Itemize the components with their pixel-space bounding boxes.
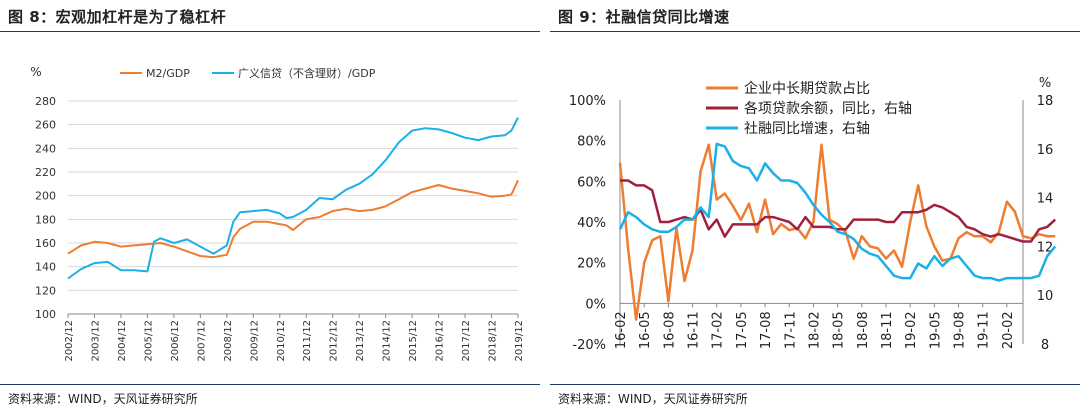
- left-x-tick-label: 2016/12: [435, 320, 446, 362]
- right-y-right-tick-label: 12: [1037, 240, 1054, 255]
- right-legend-label-2: 社融同比增速，右轴: [744, 121, 870, 137]
- right-y-left-tick-label: 40%: [577, 216, 606, 231]
- left-y-tick-label: 140: [35, 261, 56, 274]
- right-y-right-axis-unit: %: [1039, 76, 1051, 91]
- left-x-tick-label: 2015/12: [408, 320, 419, 362]
- left-y-tick-label: 220: [35, 166, 56, 179]
- right-x-tick-label: 20-02: [1001, 311, 1016, 349]
- right-chart-svg: -20% 0% 20% 40% 60% 80% 100% 8 10 12 14 16 18% 16-02 1…: [569, 76, 1057, 353]
- right-chart-source: 资料来源：WIND，天风证券研究所: [558, 392, 748, 406]
- right-x-tick-label: 19-11: [977, 311, 992, 349]
- left-x-tick-label: 2019/12: [514, 320, 525, 362]
- right-x-tick-label: 17-02: [711, 311, 726, 349]
- right-chart-panel: 图 9：社融信贷同比增速 -20% 0% 20% 40% 60% 80% 100% 8 10 12…: [550, 0, 1080, 409]
- right-y-left-tick-label: 80%: [577, 135, 606, 150]
- right-chart-title: 图 9：社融信贷同比增速: [558, 8, 730, 26]
- right-x-tick-label: 18-11: [880, 311, 895, 349]
- left-source-rule: [0, 384, 540, 385]
- left-x-tick-label: 2014/12: [382, 320, 393, 362]
- left-chart-source: 资料来源：WIND，天风证券研究所: [8, 392, 198, 406]
- left-x-tick-label: 2012/12: [329, 320, 340, 362]
- left-series-line-0: [67, 179, 519, 259]
- right-x-tick-label: 17-05: [735, 311, 750, 349]
- left-legend-label-1: 广义信贷（不含理财）/GDP: [238, 66, 376, 80]
- left-x-tick-label: 2011/12: [302, 320, 313, 362]
- right-legend-label-1: 各项贷款余额，同比，右轴: [744, 100, 912, 117]
- left-x-tick-label: 2008/12: [223, 320, 234, 362]
- left-legend-label-0: M2/GDP: [146, 67, 190, 80]
- right-y-left-tick-label: 0%: [585, 297, 606, 312]
- left-x-tick-label: 2006/12: [170, 320, 181, 362]
- left-chart-svg: 100 120 140 160 180 200 220 240 260 280% 2002/12 20…: [30, 65, 525, 362]
- right-y-left-tick-label: 100%: [569, 94, 606, 109]
- right-y-right-tick-label: 16: [1037, 143, 1054, 158]
- right-x-tick-label: 19-02: [904, 311, 919, 349]
- left-x-tick-label: 2005/12: [143, 320, 154, 362]
- right-x-tick-label: 17-08: [759, 311, 774, 349]
- right-x-tick-label: 17-11: [783, 311, 798, 349]
- right-x-tick-label: 19-08: [953, 311, 968, 349]
- right-y-left-tick-label: 20%: [577, 257, 606, 272]
- left-y-axis-unit: %: [30, 65, 41, 79]
- right-x-tick-label: 16-11: [687, 311, 702, 349]
- left-chart-title: 图 8：宏观加杠杆是为了稳杠杆: [8, 8, 227, 26]
- left-x-tick-label: 2007/12: [196, 320, 207, 362]
- right-y-right-tick-label: 18: [1037, 94, 1054, 109]
- right-series-line-2: [618, 142, 1057, 282]
- left-x-tick-label: 2017/12: [461, 320, 472, 362]
- left-x-tick-label: 2018/12: [488, 320, 499, 362]
- left-y-tick-label: 240: [35, 142, 56, 155]
- right-series-line-0: [618, 143, 1056, 321]
- right-x-tick-label: 18-05: [832, 311, 847, 349]
- right-title-rule: [550, 31, 1080, 32]
- left-y-tick-label: 280: [35, 95, 56, 108]
- left-y-tick-label: 180: [35, 213, 56, 226]
- left-y-tick-label: 100: [35, 308, 56, 321]
- left-series-line-1: [67, 117, 519, 280]
- left-title-rule: [0, 31, 540, 32]
- left-y-tick-label: 120: [35, 284, 56, 297]
- right-x-tick-label: 16-02: [614, 311, 629, 349]
- right-x-tick-label: 19-05: [928, 311, 943, 349]
- right-y-left-tick-label: 60%: [577, 175, 606, 190]
- left-x-tick-label: 2010/12: [276, 320, 287, 362]
- left-x-tick-label: 2009/12: [249, 320, 260, 362]
- right-legend-label-0: 企业中长期贷款占比: [744, 80, 870, 97]
- right-x-tick-label: 16-05: [638, 311, 653, 349]
- left-x-tick-label: 2003/12: [90, 320, 101, 362]
- right-x-tick-label: 16-08: [662, 311, 677, 349]
- left-y-tick-label: 160: [35, 237, 56, 250]
- right-y-right-tick-label: 10: [1037, 289, 1054, 304]
- right-x-tick-label: 18-02: [807, 311, 822, 349]
- right-x-tick-label: 18-08: [856, 311, 871, 349]
- left-chart-panel: 图 8：宏观加杠杆是为了稳杠杆 100 120 140 160 180 200 220 240…: [0, 8, 540, 406]
- left-y-tick-label: 200: [35, 190, 56, 203]
- left-x-tick-label: 2013/12: [355, 320, 366, 362]
- left-x-tick-label: 2002/12: [64, 320, 75, 362]
- right-y-left-tick-label: -20%: [572, 338, 606, 353]
- left-x-tick-label: 2004/12: [117, 320, 128, 362]
- left-y-tick-label: 260: [35, 119, 56, 132]
- right-y-right-tick-label: 14: [1037, 192, 1054, 207]
- right-source-rule: [550, 384, 1080, 385]
- right-y-right-tick-label: 8: [1041, 338, 1049, 353]
